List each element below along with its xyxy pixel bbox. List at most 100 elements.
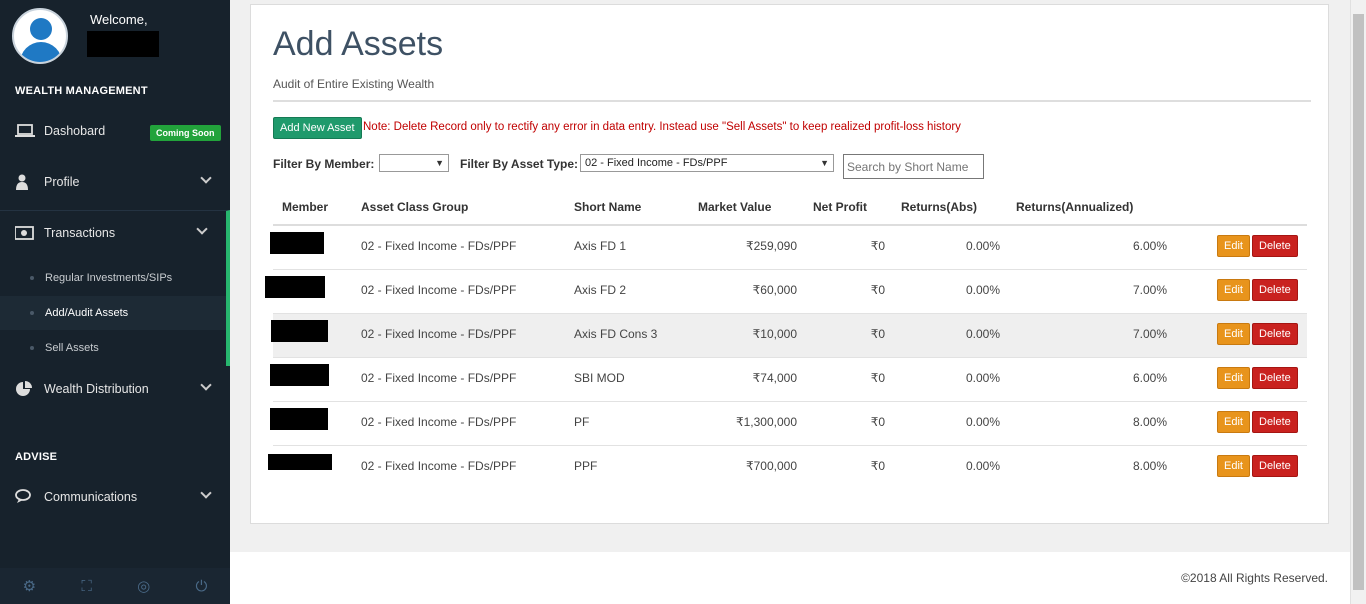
bullet-icon xyxy=(30,276,34,280)
comments-icon xyxy=(15,489,31,503)
sidebar-item-communications[interactable]: Communications xyxy=(0,474,230,520)
page-subtitle: Audit of Entire Existing Wealth xyxy=(273,77,435,91)
member-redacted xyxy=(271,320,328,342)
delete-button[interactable]: Delete xyxy=(1252,367,1298,389)
username-redacted xyxy=(87,31,159,57)
column-header-net-profit: Net Profit xyxy=(813,200,867,214)
market-value-cell: ₹10,000 xyxy=(752,327,797,341)
asset-class-group-cell: 02 - Fixed Income - FDs/PPF xyxy=(361,415,517,429)
delete-button[interactable]: Delete xyxy=(1252,235,1298,257)
sidebar-item-label: Dashobard xyxy=(44,124,106,138)
column-header-short-name: Short Name xyxy=(574,200,642,214)
net-profit-cell: ₹0 xyxy=(870,459,885,473)
returns-abs-cell: 0.00% xyxy=(965,239,1000,253)
column-header-returns-abs: Returns(Abs) xyxy=(901,200,978,214)
market-value-cell: ₹60,000 xyxy=(752,283,797,297)
short-name-cell: Axis FD 1 xyxy=(574,239,627,253)
add-new-asset-button[interactable]: Add New Asset xyxy=(273,117,362,139)
asset-class-group-cell: 02 - Fixed Income - FDs/PPF xyxy=(361,327,517,341)
member-redacted xyxy=(268,454,332,470)
delete-button[interactable]: Delete xyxy=(1252,411,1298,433)
returns-annualized-cell: 7.00% xyxy=(1132,283,1167,297)
edit-button[interactable]: Edit xyxy=(1217,235,1250,257)
chevron-down-icon xyxy=(200,172,212,184)
sidebar-item-profile[interactable]: Profile xyxy=(0,159,230,205)
column-header-asset-class-group: Asset Class Group xyxy=(361,200,469,214)
edit-button[interactable]: Edit xyxy=(1217,367,1250,389)
net-profit-cell: ₹0 xyxy=(870,327,885,341)
filter-member-select[interactable]: ▼ xyxy=(379,154,449,172)
power-icon[interactable]: ⏻ xyxy=(195,577,208,595)
scrollbar-thumb[interactable] xyxy=(1353,14,1364,590)
returns-annualized-cell: 8.00% xyxy=(1132,459,1167,473)
delete-button[interactable]: Delete xyxy=(1252,279,1298,301)
table-row: 02 - Fixed Income - FDs/PPF SBI MOD ₹74,… xyxy=(270,358,1307,402)
short-name-cell: PF xyxy=(574,415,590,429)
sidebar-subitem-label: Add/Audit Assets xyxy=(45,307,129,319)
sidebar-subitem-sell-assets[interactable]: Sell Assets xyxy=(0,331,226,365)
returns-annualized-cell: 6.00% xyxy=(1132,371,1167,385)
sidebar-item-label: Wealth Distribution xyxy=(44,382,149,396)
returns-abs-cell: 0.00% xyxy=(965,371,1000,385)
filter-member-label: Filter By Member: xyxy=(273,157,375,171)
delete-note: Note: Delete Record only to rectify any … xyxy=(363,121,961,133)
market-value-cell: ₹74,000 xyxy=(752,371,797,385)
sidebar-item-label: Communications xyxy=(44,490,138,504)
caret-down-icon: ▼ xyxy=(435,158,444,168)
divider xyxy=(273,100,1311,102)
returns-abs-cell: 0.00% xyxy=(965,327,1000,341)
expand-icon[interactable]: ⛶ xyxy=(81,577,92,595)
eye-slash-icon[interactable]: ◎ xyxy=(137,578,151,595)
chevron-down-icon xyxy=(196,223,208,235)
pie-chart-icon xyxy=(16,381,32,396)
table-row: 02 - Fixed Income - FDs/PPF Axis FD 2 ₹6… xyxy=(265,270,1307,314)
page-title: Add Assets xyxy=(273,25,444,63)
section-wealth-management: WEALTH MANAGEMENT xyxy=(15,85,148,97)
sidebar-item-dashboard[interactable]: Dashobard xyxy=(0,108,230,154)
filter-asset-type-select[interactable]: 02 - Fixed Income - FDs/PPF ▼ xyxy=(580,154,834,172)
asset-class-group-cell: 02 - Fixed Income - FDs/PPF xyxy=(361,283,517,297)
user-icon xyxy=(16,174,28,190)
chevron-down-icon xyxy=(200,487,212,499)
table-row: 02 - Fixed Income - FDs/PPF PF ₹1,300,00… xyxy=(270,402,1307,446)
sidebar-subitem-label: Sell Assets xyxy=(45,342,99,354)
filter-type-value: 02 - Fixed Income - FDs/PPF xyxy=(585,157,728,169)
copyright-text: ©2018 All Rights Reserved. xyxy=(1181,571,1328,585)
returns-abs-cell: 0.00% xyxy=(965,415,1000,429)
sidebar: Welcome, WEALTH MANAGEMENT Dashobard Com… xyxy=(0,0,230,604)
sidebar-item-label: Profile xyxy=(44,175,80,189)
asset-class-group-cell: 02 - Fixed Income - FDs/PPF xyxy=(361,371,517,385)
edit-button[interactable]: Edit xyxy=(1217,323,1250,345)
table-row: 02 - Fixed Income - FDs/PPF Axis FD Cons… xyxy=(271,314,1307,358)
edit-button[interactable]: Edit xyxy=(1217,279,1250,301)
table-header-divider xyxy=(273,224,1307,226)
page-scrollbar[interactable] xyxy=(1350,0,1366,604)
search-input[interactable] xyxy=(843,154,984,179)
edit-button[interactable]: Edit xyxy=(1217,455,1250,477)
edit-button[interactable]: Edit xyxy=(1217,411,1250,433)
delete-button[interactable]: Delete xyxy=(1252,323,1298,345)
section-advise: ADVISE xyxy=(15,451,58,463)
sidebar-item-label: Transactions xyxy=(44,226,116,240)
delete-button[interactable]: Delete xyxy=(1252,455,1298,477)
short-name-cell: Axis FD 2 xyxy=(574,283,627,297)
asset-class-group-cell: 02 - Fixed Income - FDs/PPF xyxy=(361,459,517,473)
member-redacted xyxy=(270,232,324,254)
sidebar-subitem-regular-investments[interactable]: Regular Investments/SIPs xyxy=(0,261,226,295)
returns-annualized-cell: 6.00% xyxy=(1132,239,1167,253)
sidebar-item-wealth-distribution[interactable]: Wealth Distribution xyxy=(0,366,230,412)
laptop-icon xyxy=(15,124,35,137)
avatar[interactable] xyxy=(12,8,68,64)
market-value-cell: ₹700,000 xyxy=(745,459,797,473)
market-value-cell: ₹259,090 xyxy=(745,239,797,253)
sidebar-footer-toolbar: ⚙ ⛶ ◎ ⏻ xyxy=(0,568,230,604)
page-footer: ©2018 All Rights Reserved. xyxy=(230,552,1350,604)
returns-abs-cell: 0.00% xyxy=(965,283,1000,297)
gear-icon[interactable]: ⚙ xyxy=(22,578,37,595)
caret-down-icon: ▼ xyxy=(820,158,829,168)
sidebar-subitem-add-audit-assets[interactable]: Add/Audit Assets xyxy=(0,296,226,330)
column-header-market-value: Market Value xyxy=(698,200,772,214)
returns-abs-cell: 0.00% xyxy=(965,459,1000,473)
coming-soon-badge: Coming Soon xyxy=(150,125,221,141)
sidebar-item-transactions[interactable]: Transactions xyxy=(0,210,230,256)
